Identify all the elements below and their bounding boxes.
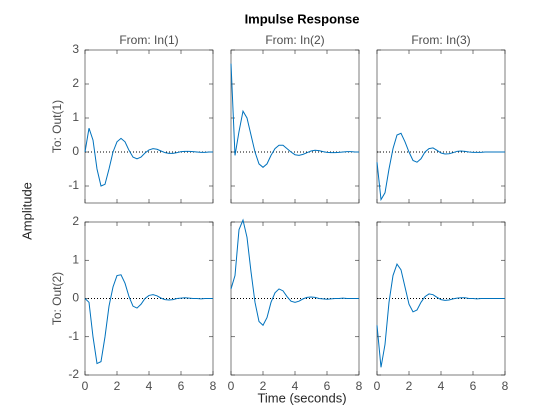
row-label: To: Out(2)	[50, 272, 64, 325]
x-tick-label: 4	[292, 379, 299, 393]
y-tick-label: 2	[72, 214, 79, 228]
y-tick-label: 0	[72, 144, 79, 158]
x-tick-label: 8	[210, 379, 217, 393]
x-tick-label: 0	[82, 379, 89, 393]
y-tick-label: 0	[72, 291, 79, 305]
x-tick-label: 4	[438, 379, 445, 393]
x-tick-label: 8	[356, 379, 363, 393]
y-tick-label: 1	[72, 252, 79, 266]
y-tick-label: 3	[72, 42, 79, 56]
x-tick-label: 8	[502, 379, 509, 393]
y-tick-label: -1	[68, 178, 79, 192]
x-tick-label: 6	[324, 379, 331, 393]
x-tick-label: 4	[146, 379, 153, 393]
axes-box	[84, 49, 214, 204]
y-tick-label: 2	[72, 76, 79, 90]
axes-box	[230, 49, 360, 204]
x-tick-label: 2	[114, 379, 121, 393]
x-tick-label: 6	[178, 379, 185, 393]
column-title: From: In(3)	[411, 33, 470, 47]
column-title: From: In(1)	[119, 33, 178, 47]
x-axis-label: Time (seconds)	[257, 390, 346, 405]
x-tick-label: 0	[374, 379, 381, 393]
y-tick-label: 1	[72, 110, 79, 124]
response-line	[84, 128, 213, 187]
x-tick-label: 0	[228, 379, 235, 393]
y-tick-label: -2	[68, 367, 79, 381]
row-label: To: Out(1)	[50, 100, 64, 153]
response-line	[376, 132, 505, 202]
y-axis-label: Amplitude	[19, 182, 34, 240]
axes-box	[376, 49, 506, 204]
x-tick-label: 6	[470, 379, 477, 393]
chart-title: Impulse Response	[245, 11, 360, 26]
column-title: From: In(2)	[265, 33, 324, 47]
response-line	[230, 218, 359, 327]
y-tick-label: -1	[68, 329, 79, 343]
response-line	[84, 274, 213, 365]
x-tick-label: 2	[406, 379, 413, 393]
response-line	[376, 262, 505, 368]
response-line	[230, 63, 359, 168]
x-tick-label: 2	[260, 379, 267, 393]
